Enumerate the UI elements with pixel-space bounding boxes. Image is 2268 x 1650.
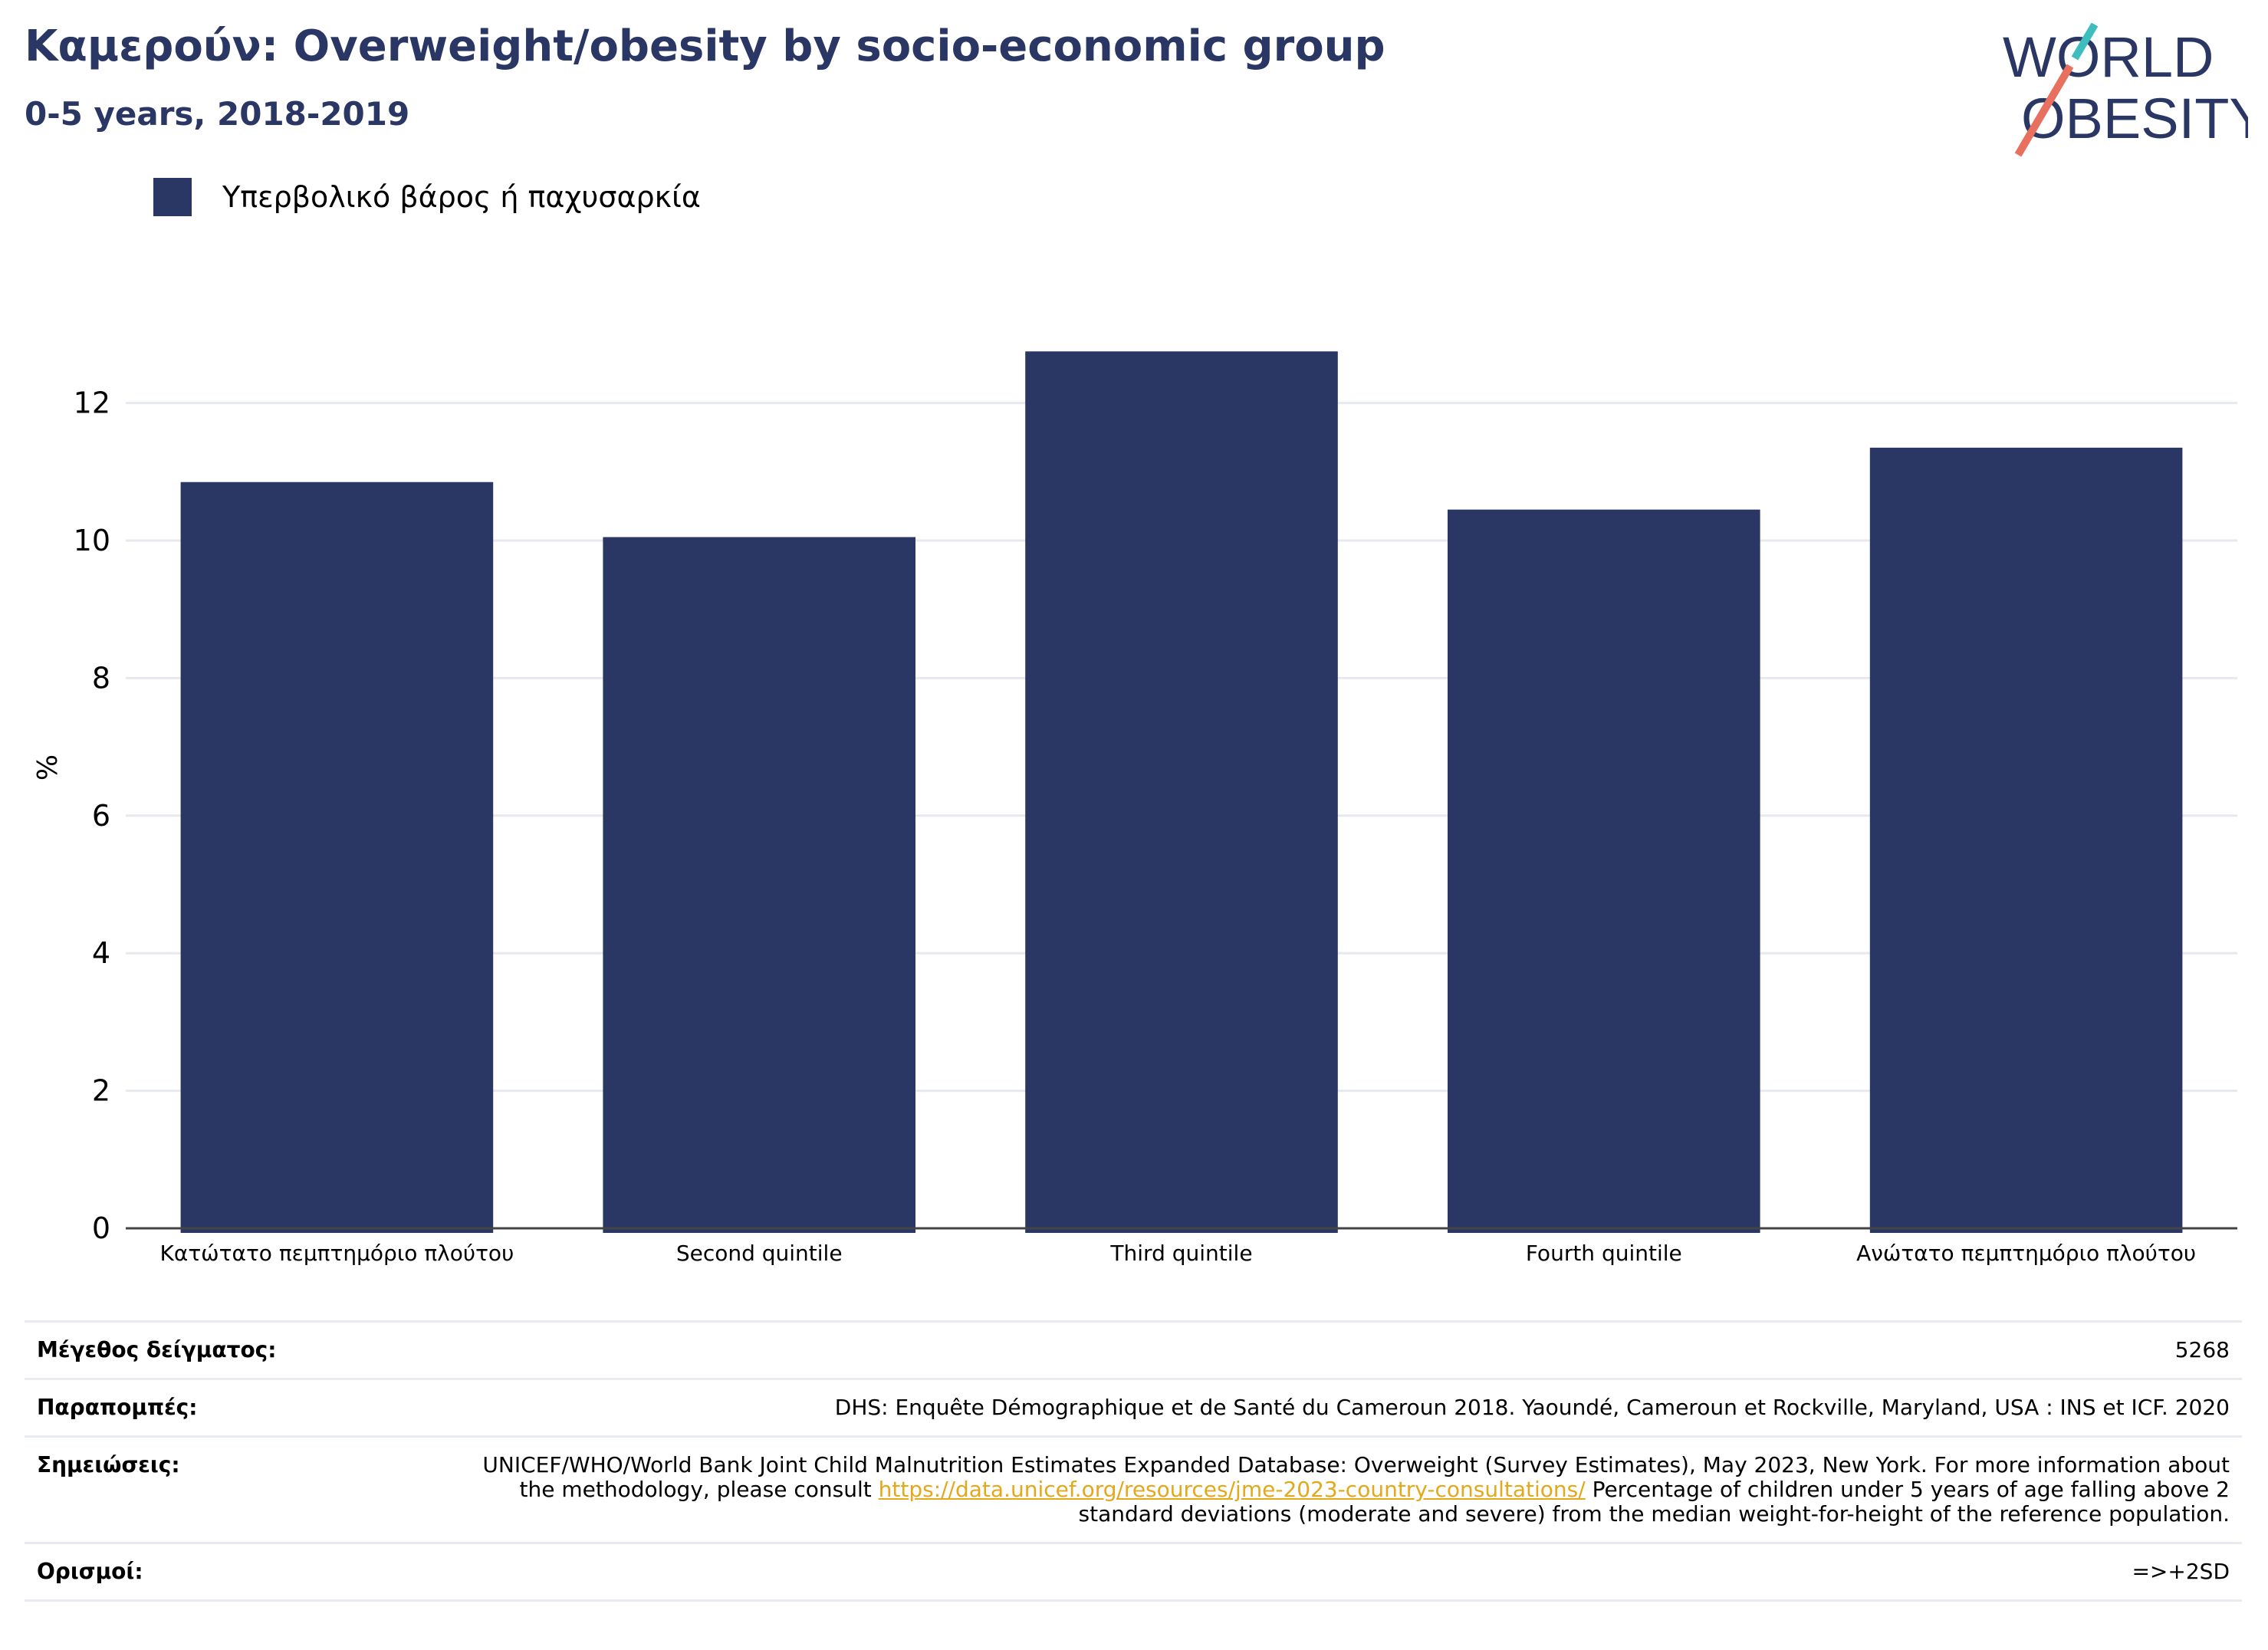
methodology-link[interactable]: https://data.unicef.org/resources/jme-20…	[878, 1477, 1586, 1502]
info-value: =>+2SD	[432, 1542, 2242, 1602]
info-row-definitions: Ορισμοί: =>+2SD	[25, 1542, 2242, 1602]
x-tick-label: Fourth quintile	[1526, 1241, 1682, 1266]
x-tick-label: Κατώτατο πεμπτημόριο πλούτου	[160, 1241, 514, 1266]
y-tick-label: 4	[92, 936, 110, 970]
legend-label: Υπερβολικό βάρος ή παχυσαρκία	[222, 180, 701, 214]
notes-text-before: UNICEF/WHO/World Bank Joint Child Malnut…	[482, 1452, 2230, 1502]
chart-title: Καμερούν: Overweight/obesity by socio-ec…	[25, 21, 1385, 71]
y-tick-label: 0	[92, 1211, 110, 1245]
info-key: Ορισμοί:	[25, 1542, 432, 1602]
notes-text-after: Percentage of children under 5 years of …	[1078, 1477, 2230, 1527]
logo-word-obesity: OBESITY	[2021, 87, 2248, 150]
bar-chart: 0 2 4 6 8 10 12 Κατώτατο πεμπτημόριο πλούτου Sec…	[32, 351, 2237, 1266]
y-axis-label: %	[32, 754, 64, 781]
info-row-notes: Σημειώσεις: UNICEF/WHO/World Bank Joint …	[25, 1435, 2242, 1543]
bar	[1448, 509, 1760, 1233]
chart-subtitle: 0-5 years, 2018-2019	[25, 95, 410, 133]
info-row-sample-size: Μέγεθος δείγματος: 5268	[25, 1320, 2242, 1379]
info-key: Μέγεθος δείγματος:	[25, 1320, 432, 1379]
logo-slash-red	[2014, 64, 2074, 157]
legend-swatch	[153, 178, 192, 216]
bar	[1869, 447, 2183, 1233]
chart-legend: Υπερβολικό βάρος ή παχυσαρκία	[153, 178, 701, 216]
info-key: Σημειώσεις:	[25, 1435, 432, 1543]
logo-word-world: WORLD	[2003, 25, 2214, 89]
bar	[180, 482, 494, 1233]
bar	[603, 537, 915, 1233]
info-value: 5268	[432, 1320, 2242, 1379]
x-tick-label: Second quintile	[676, 1241, 843, 1266]
info-table: Μέγεθος δείγματος: 5268 Παραπομπές: DHS:…	[25, 1320, 2242, 1602]
y-tick-label: 6	[92, 799, 110, 833]
y-tick-label: 8	[92, 661, 110, 695]
x-tick-label: Ανώτατο πεμπτημόριο πλούτου	[1856, 1241, 2196, 1266]
info-value: DHS: Enquête Démographique et de Santé d…	[432, 1378, 2242, 1437]
world-obesity-logo: WORLD OBESITY	[2003, 23, 2248, 157]
y-tick-label: 10	[74, 524, 110, 557]
x-tick-label: Third quintile	[1109, 1241, 1252, 1266]
y-tick-label: 2	[92, 1074, 110, 1108]
bar	[1025, 351, 1338, 1234]
info-key: Παραπομπές:	[25, 1378, 432, 1437]
info-row-references: Παραπομπές: DHS: Enquête Démographique e…	[25, 1378, 2242, 1437]
bars	[180, 351, 2183, 1234]
y-tick-label: 12	[74, 386, 110, 420]
info-value: UNICEF/WHO/World Bank Joint Child Malnut…	[432, 1435, 2242, 1543]
axes: 0 2 4 6 8 10 12 Κατώτατο πεμπτημόριο πλούτου Sec…	[74, 386, 2237, 1266]
logo-slash-teal	[2071, 23, 2099, 61]
